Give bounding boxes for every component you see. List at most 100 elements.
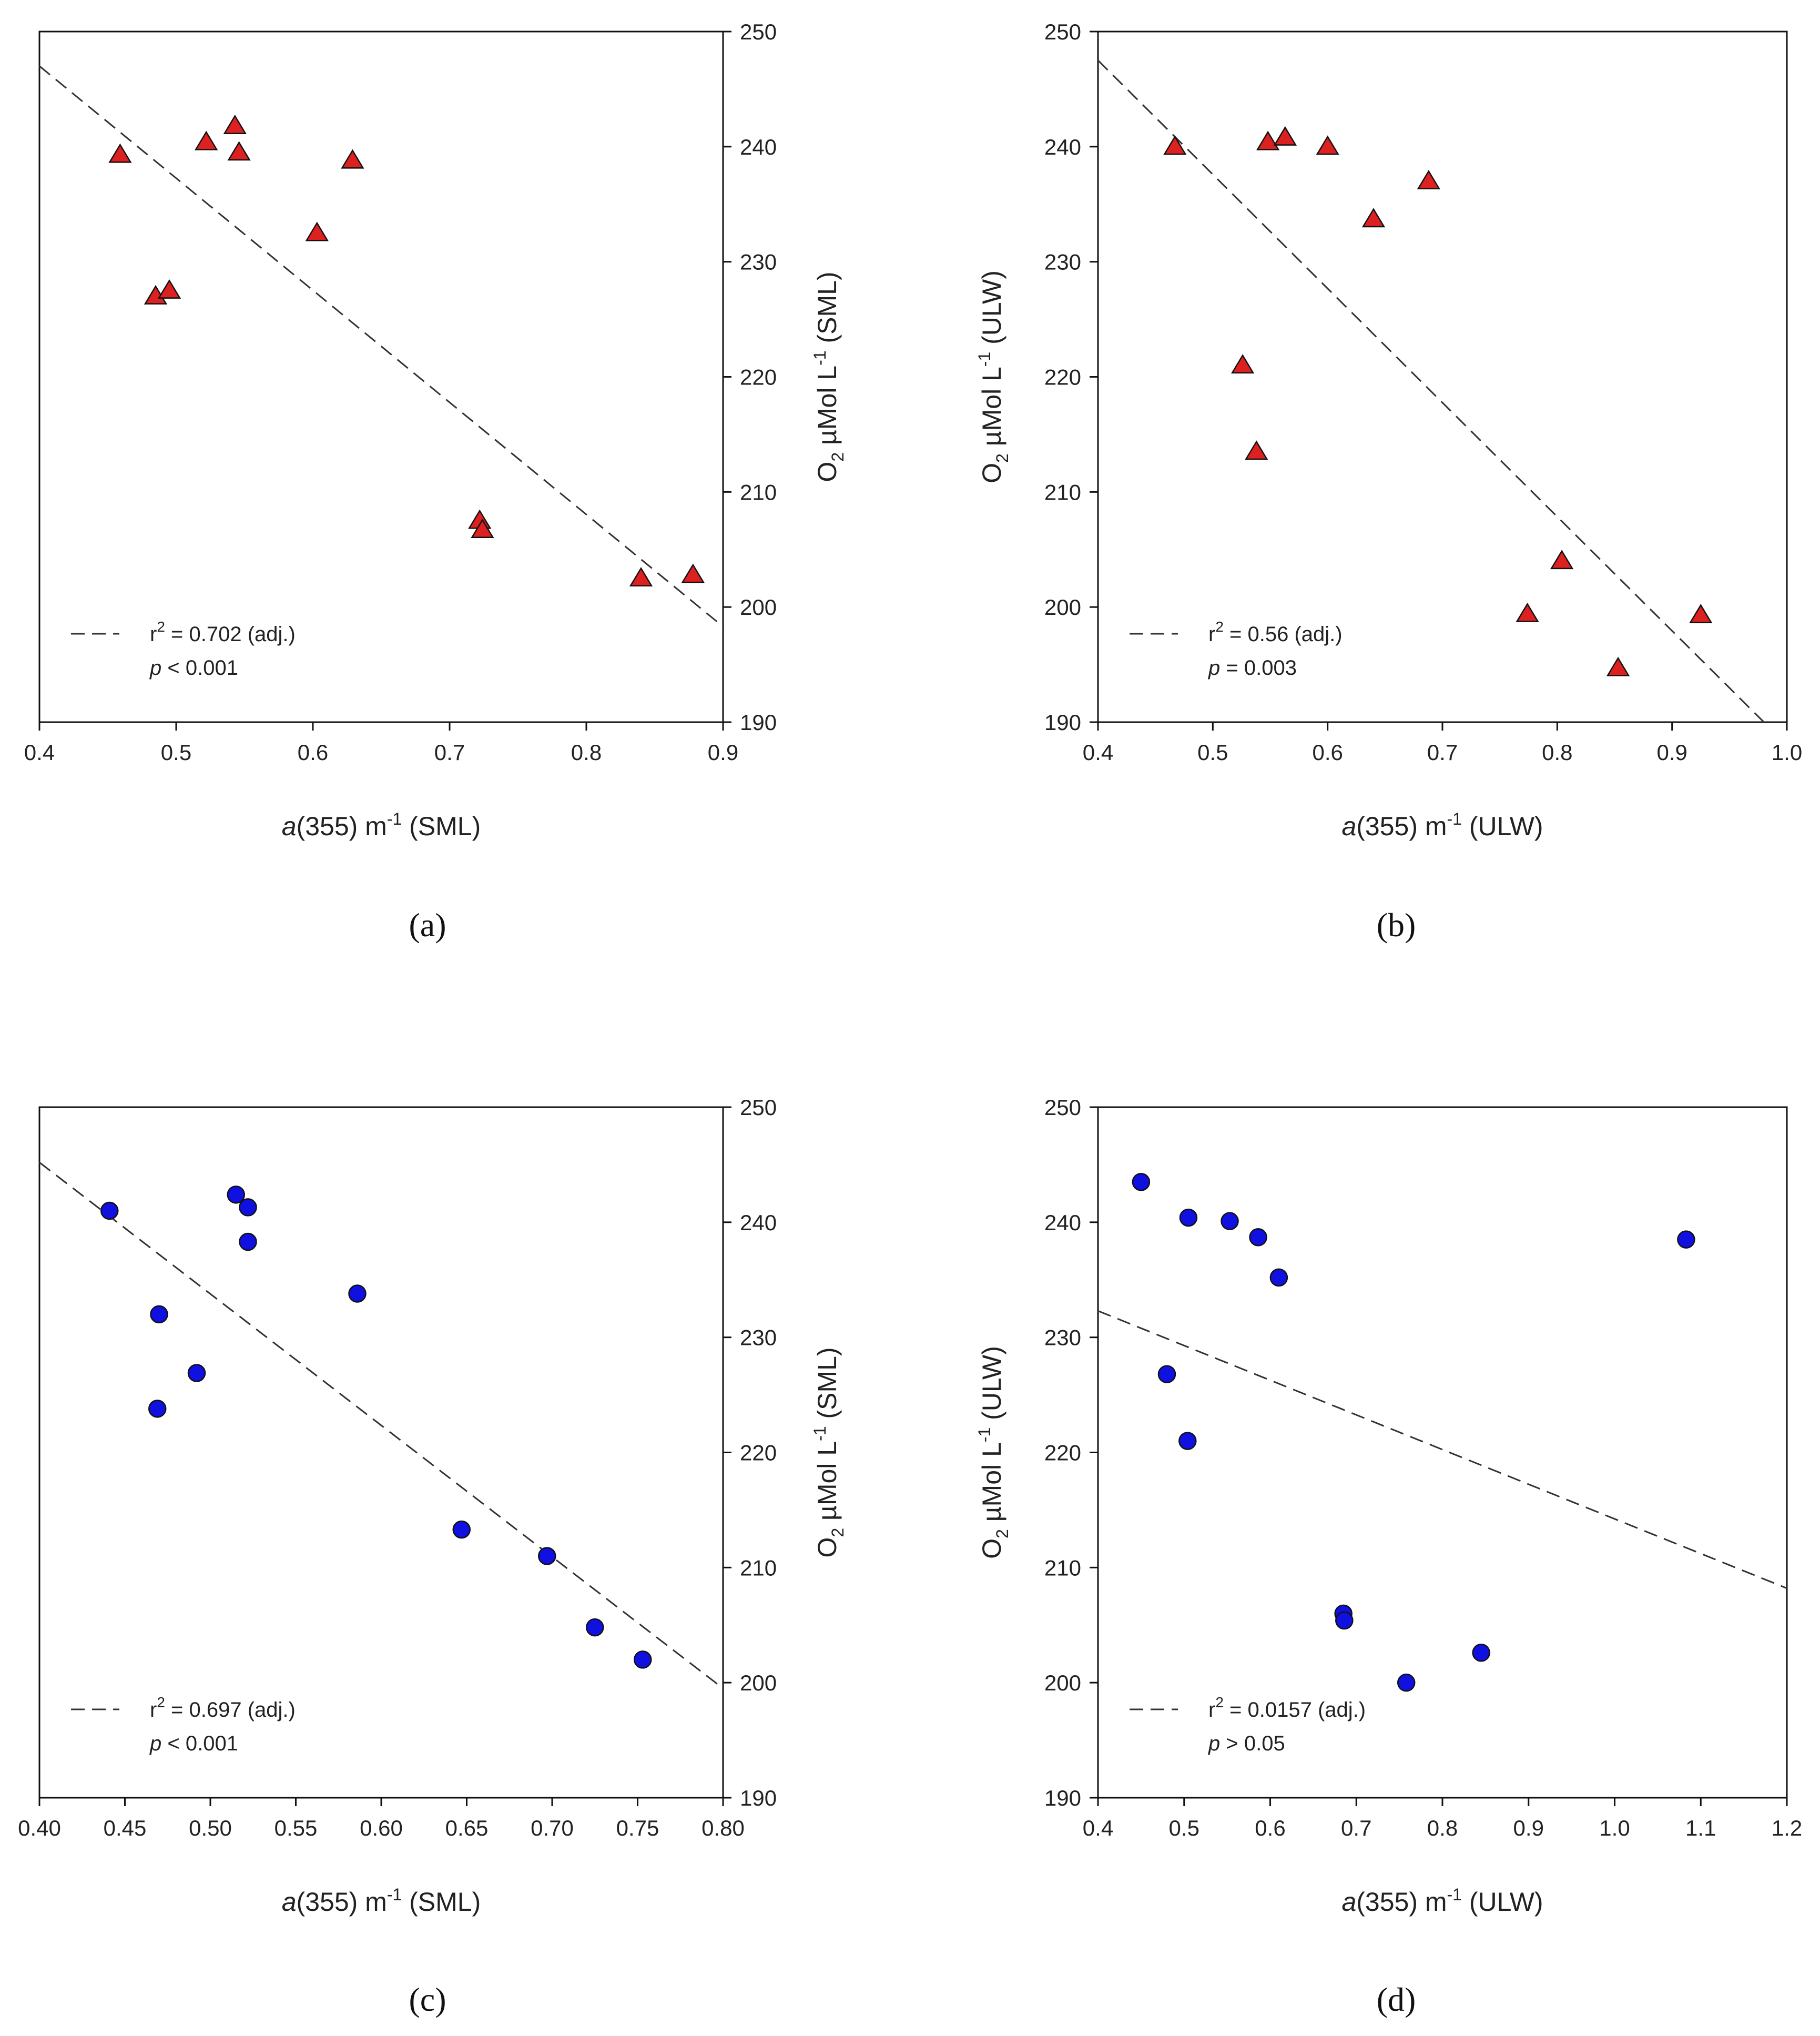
x-tick-label: 0.4	[1083, 740, 1113, 765]
y-tick-label: 200	[740, 1670, 777, 1695]
y-tick-label: 250	[1044, 19, 1081, 44]
plot-frame	[1097, 1106, 1788, 1799]
chart-panel-2: 0.4 0.5 0.6 0.7 0.8 0.9 1.0 190 200 210 220 230 240 2…	[975, 19, 1802, 944]
panel-label: (d)	[1377, 1981, 1416, 2018]
x-tick-label: 1.0	[1772, 740, 1802, 765]
x-tick-label: 0.70	[531, 1816, 574, 1840]
data-point	[223, 115, 247, 134]
data-point	[1132, 1172, 1151, 1191]
y-tick-label: 200	[1044, 1670, 1081, 1695]
x-tick-label: 0.5	[161, 740, 191, 765]
x-tick-label: 0.80	[701, 1816, 745, 1840]
data-point	[1273, 126, 1297, 146]
y-tick-label: 220	[740, 1441, 777, 1465]
data-point	[108, 143, 132, 163]
x-tick-label: 0.60	[360, 1816, 403, 1840]
data-point	[1163, 135, 1187, 155]
y-tick-label: 230	[740, 1325, 777, 1350]
x-tick-label: 0.8	[1542, 740, 1572, 765]
x-tick-label: 0.9	[1656, 740, 1687, 765]
y-tick-label: 190	[1044, 710, 1081, 735]
y-tick-label: 240	[740, 1210, 777, 1235]
x-tick-label: 1.1	[1685, 1816, 1716, 1840]
data-point	[1516, 602, 1539, 622]
legend-p-value: p < 0.001	[149, 656, 238, 680]
x-tick-label: 0.8	[1427, 1816, 1458, 1840]
x-tick-label: 0.40	[18, 1816, 61, 1840]
data-point	[341, 149, 364, 169]
data-point	[195, 130, 218, 150]
y-axis-title: O2 µMol L-1 (SML)	[810, 271, 847, 482]
y-tick-label: 190	[740, 710, 777, 735]
y-tick-label: 210	[1044, 1555, 1081, 1580]
x-tick-label: 0.75	[616, 1816, 659, 1840]
y-tick-label: 230	[1044, 1325, 1081, 1350]
data-point	[227, 1186, 245, 1204]
data-point	[1178, 1432, 1197, 1450]
x-tick-label: 0.45	[104, 1816, 147, 1840]
data-point	[452, 1520, 471, 1539]
y-tick-label: 220	[1044, 365, 1081, 390]
data-point	[148, 1400, 167, 1418]
data-point	[681, 563, 705, 583]
data-point	[100, 1201, 119, 1220]
data-point	[1472, 1644, 1490, 1662]
data-point	[1397, 1673, 1416, 1692]
data-point	[1157, 1365, 1176, 1383]
panel-label: (a)	[409, 906, 446, 944]
legend-p-value: p = 0.003	[1208, 656, 1297, 680]
regression-line	[39, 65, 724, 627]
y-tick-label: 240	[1044, 1210, 1081, 1235]
x-axis-title: a(355) m-1 (SML)	[282, 1885, 481, 1917]
data-point	[239, 1232, 257, 1251]
legend-r-squared: r2 = 0.702 (adj.)	[150, 619, 296, 646]
data-point	[150, 1305, 168, 1324]
regression-line	[39, 1161, 724, 1689]
regression-line	[1097, 59, 1765, 723]
x-axis-title: a(355) m-1 (SML)	[282, 809, 481, 841]
legend-p-value: p > 0.05	[1208, 1732, 1285, 1755]
data-point	[1249, 1228, 1267, 1247]
x-tick-label: 0.55	[274, 1816, 318, 1840]
y-tick-label: 190	[740, 1786, 777, 1810]
data-point	[1316, 135, 1339, 155]
x-tick-label: 0.65	[445, 1816, 489, 1840]
y-tick-label: 250	[740, 1095, 777, 1120]
x-tick-label: 0.7	[1341, 1816, 1371, 1840]
y-tick-label: 220	[1044, 1441, 1081, 1465]
data-point	[348, 1284, 367, 1303]
y-tick-label: 200	[1044, 595, 1081, 620]
y-axis-title: O2 µMol L-1 (ULW)	[975, 270, 1012, 483]
x-axis-title: a(355) m-1 (ULW)	[1341, 1885, 1543, 1917]
data-point	[629, 567, 653, 586]
x-tick-label: 1.0	[1599, 1816, 1630, 1840]
data-point	[1256, 130, 1280, 150]
x-axis-title: a(355) m-1 (ULW)	[1341, 809, 1543, 841]
data-point	[1245, 440, 1268, 460]
y-tick-label: 220	[740, 365, 777, 390]
x-tick-label: 0.7	[1427, 740, 1458, 765]
y-tick-label: 240	[740, 135, 777, 159]
data-point	[1269, 1268, 1288, 1287]
data-point	[538, 1547, 556, 1565]
plot-frame	[1097, 31, 1788, 723]
y-tick-label: 250	[740, 19, 777, 44]
data-point	[1231, 354, 1255, 374]
data-point	[634, 1650, 652, 1669]
y-tick-label: 210	[740, 1555, 777, 1580]
panel-label: (b)	[1377, 906, 1416, 944]
data-point	[1417, 170, 1440, 189]
data-point	[157, 279, 181, 299]
x-tick-label: 0.4	[1083, 1816, 1113, 1840]
panel-label: (c)	[409, 1981, 446, 2018]
data-point	[1179, 1208, 1198, 1227]
chart-panel-3: 0.40 0.45 0.50 0.55 0.60 0.65 0.70 0.75 0.80 190 2…	[18, 1095, 847, 2018]
data-point	[1606, 656, 1630, 676]
data-point	[1677, 1230, 1695, 1249]
x-tick-label: 0.7	[434, 740, 465, 765]
regression-line	[1097, 1310, 1787, 1589]
data-point	[187, 1364, 206, 1382]
x-tick-label: 0.5	[1169, 1816, 1199, 1840]
x-tick-label: 0.50	[189, 1816, 232, 1840]
